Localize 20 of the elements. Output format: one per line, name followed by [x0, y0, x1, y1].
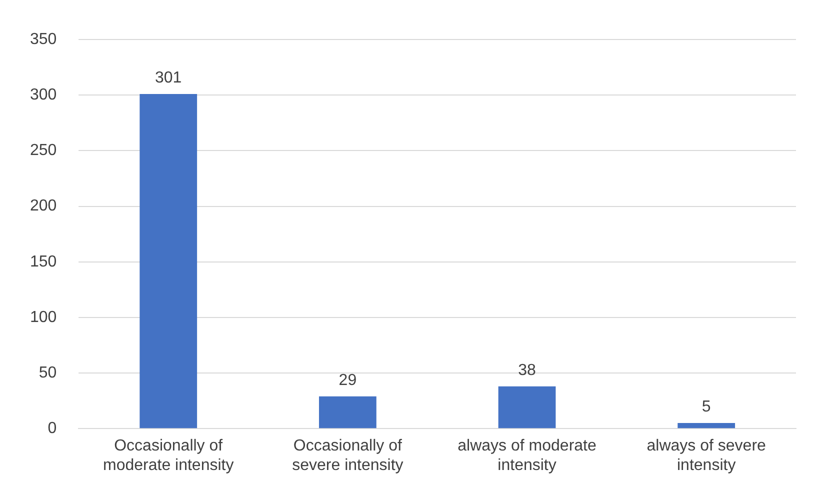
x-tick-label: Occasionally of severe intensity: [292, 438, 404, 474]
data-label: 301: [155, 69, 182, 86]
bar: [678, 423, 736, 428]
x-tick-label: always of moderate intensity: [458, 438, 596, 474]
data-label: 29: [338, 372, 357, 389]
data-label: 38: [518, 362, 536, 379]
y-tick-label: 200: [30, 198, 57, 215]
data-label: 5: [702, 398, 711, 416]
y-tick-label: 150: [30, 253, 57, 270]
x-tick-label: Occasionally of moderate intensity: [102, 438, 234, 474]
bar: [318, 396, 376, 428]
y-tick-label: 0: [48, 420, 57, 438]
bar: [140, 94, 198, 428]
y-tick-label: 50: [38, 364, 57, 382]
y-tick-label: 100: [30, 308, 57, 326]
y-tick-label: 250: [30, 142, 57, 160]
y-tick-label: 300: [30, 86, 57, 104]
y-tick-label: 350: [30, 31, 57, 48]
x-tick-label: always of severe intensity: [646, 438, 766, 474]
bar: [498, 386, 556, 428]
